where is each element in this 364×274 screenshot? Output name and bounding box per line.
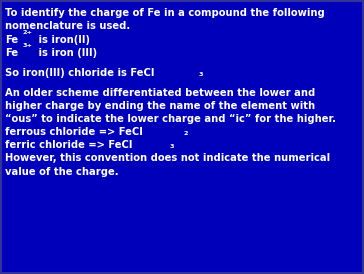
Text: is iron (III): is iron (III)	[35, 48, 98, 58]
Text: 2+: 2+	[23, 30, 32, 35]
Text: However, this convention does not indicate the numerical: However, this convention does not indica…	[5, 153, 331, 163]
Text: 2: 2	[183, 131, 188, 136]
Text: nomenclature is used.: nomenclature is used.	[5, 21, 131, 31]
Text: So iron(III) chloride is FeCl: So iron(III) chloride is FeCl	[5, 68, 155, 78]
Text: Fe: Fe	[5, 48, 19, 58]
Text: To identify the charge of Fe in a compound the following: To identify the charge of Fe in a compou…	[5, 8, 325, 18]
Text: ferrous chloride => FeCl: ferrous chloride => FeCl	[5, 127, 143, 137]
Text: An older scheme differentiated between the lower and: An older scheme differentiated between t…	[5, 88, 316, 98]
Text: 3: 3	[170, 144, 174, 149]
Text: 3: 3	[198, 72, 203, 77]
Text: is iron(II): is iron(II)	[35, 35, 90, 44]
Text: ferric chloride => FeCl: ferric chloride => FeCl	[5, 140, 133, 150]
Text: “ous” to indicate the lower charge and “ic” for the higher.: “ous” to indicate the lower charge and “…	[5, 114, 336, 124]
Text: Fe: Fe	[5, 35, 19, 44]
Text: value of the charge.: value of the charge.	[5, 167, 119, 176]
Text: higher charge by ending the name of the element with: higher charge by ending the name of the …	[5, 101, 316, 111]
Text: 3+: 3+	[23, 43, 32, 48]
